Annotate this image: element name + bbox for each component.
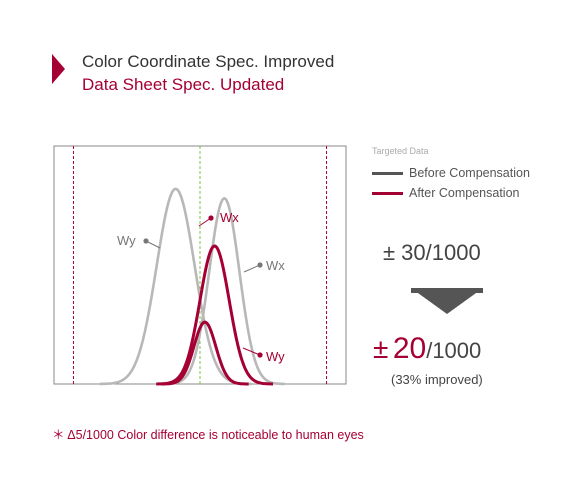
- down-arrow-icon: [411, 288, 483, 314]
- curve-after-wx: [155, 244, 274, 386]
- annotation-label-after-wx: Wx: [220, 210, 239, 225]
- chart-title: Color Coordinate Spec. Improved: [82, 52, 335, 71]
- curve-before-wy: [99, 187, 252, 386]
- legend-item-before: Before Compensation: [372, 163, 530, 183]
- annotation-dot-0: [143, 238, 149, 244]
- spec-before-value: ± 30/1000: [383, 240, 481, 265]
- annotation-connector-1: [243, 264, 261, 273]
- annotation-label-before-wx: Wx: [266, 258, 285, 273]
- spec-after-pm: ±: [373, 333, 389, 364]
- spec-after-denominator: /1000: [426, 338, 482, 363]
- annotation-label-after-wy: Wy: [266, 349, 285, 364]
- chart-subtitle: Data Sheet Spec. Updated: [82, 75, 285, 94]
- annotation-connector-3: [242, 347, 261, 356]
- title-arrow-icon: [52, 54, 65, 84]
- spec-after-value: ± 20/1000: [373, 332, 481, 366]
- annotation-connector-0: [145, 240, 161, 249]
- curve-before-wx: [163, 197, 285, 386]
- annotation-dot-2: [208, 215, 214, 221]
- curve-after-wy: [160, 320, 250, 386]
- spec-after-number: 20: [392, 332, 427, 365]
- legend-item-after: After Compensation: [372, 183, 530, 203]
- footnote: ＊ Δ5/1000 Color difference is noticeable…: [52, 428, 364, 442]
- legend-title: Targeted Data: [372, 146, 429, 156]
- legend-label-after: After Compensation: [409, 186, 520, 200]
- annotation-dot-1: [257, 262, 263, 268]
- annotation-label-before-wy: Wy: [117, 233, 136, 248]
- legend-swatch-before: [372, 171, 403, 175]
- annotation-dot-3: [257, 352, 263, 358]
- legend-label-before: Before Compensation: [409, 166, 530, 180]
- legend-swatch-after: [372, 191, 403, 195]
- improvement-note: (33% improved): [391, 372, 483, 387]
- legend: Targeted Data Before Compensation After …: [372, 146, 530, 203]
